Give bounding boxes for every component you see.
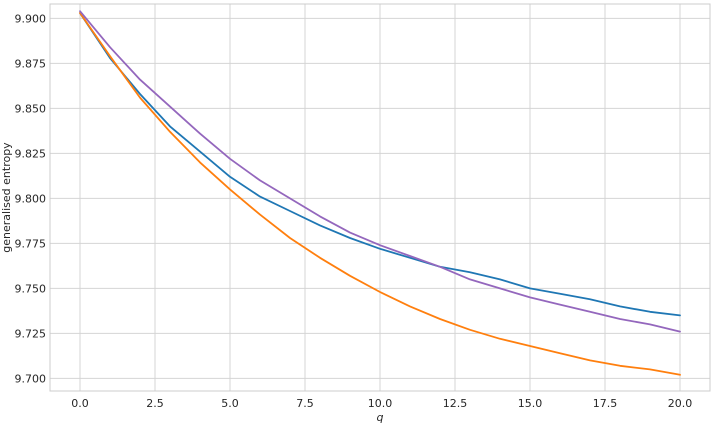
x-tick-label: 10.0 bbox=[368, 397, 393, 410]
y-tick-label: 9.800 bbox=[15, 192, 47, 205]
y-tick-label: 9.775 bbox=[15, 237, 47, 250]
x-tick-label: 12.5 bbox=[443, 397, 468, 410]
x-tick-label: 5.0 bbox=[221, 397, 239, 410]
x-tick-label: 20.0 bbox=[668, 397, 693, 410]
x-tick-label: 15.0 bbox=[518, 397, 543, 410]
grid bbox=[50, 4, 710, 391]
x-axis-label: q bbox=[377, 411, 384, 424]
x-axis-ticks: 0.0 2.5 5.0 7.5 10.0 12.5 15.0 17.5 20.0 bbox=[71, 397, 692, 410]
y-tick-label: 9.700 bbox=[15, 372, 47, 385]
y-tick-label: 9.875 bbox=[15, 57, 47, 70]
series-lines bbox=[79, 10, 681, 376]
y-tick-label: 9.825 bbox=[15, 147, 47, 160]
series-line-1 bbox=[79, 12, 681, 317]
x-tick-label: 17.5 bbox=[593, 397, 618, 410]
series-line-3 bbox=[79, 10, 681, 333]
x-tick-label: 0.0 bbox=[71, 397, 89, 410]
plot-frame bbox=[49, 3, 711, 392]
y-axis-ticks: 9.700 9.725 9.750 9.775 9.800 9.825 9.850 9.875… bbox=[15, 12, 47, 385]
x-tick-label: 2.5 bbox=[146, 397, 164, 410]
y-tick-label: 9.725 bbox=[15, 327, 47, 340]
series-line-2 bbox=[79, 12, 681, 376]
y-axis-label: generalised entropy bbox=[0, 142, 13, 253]
y-tick-label: 9.750 bbox=[15, 282, 47, 295]
x-tick-label: 7.5 bbox=[296, 397, 314, 410]
y-tick-label: 9.850 bbox=[15, 102, 47, 115]
y-tick-label: 9.900 bbox=[15, 12, 47, 25]
